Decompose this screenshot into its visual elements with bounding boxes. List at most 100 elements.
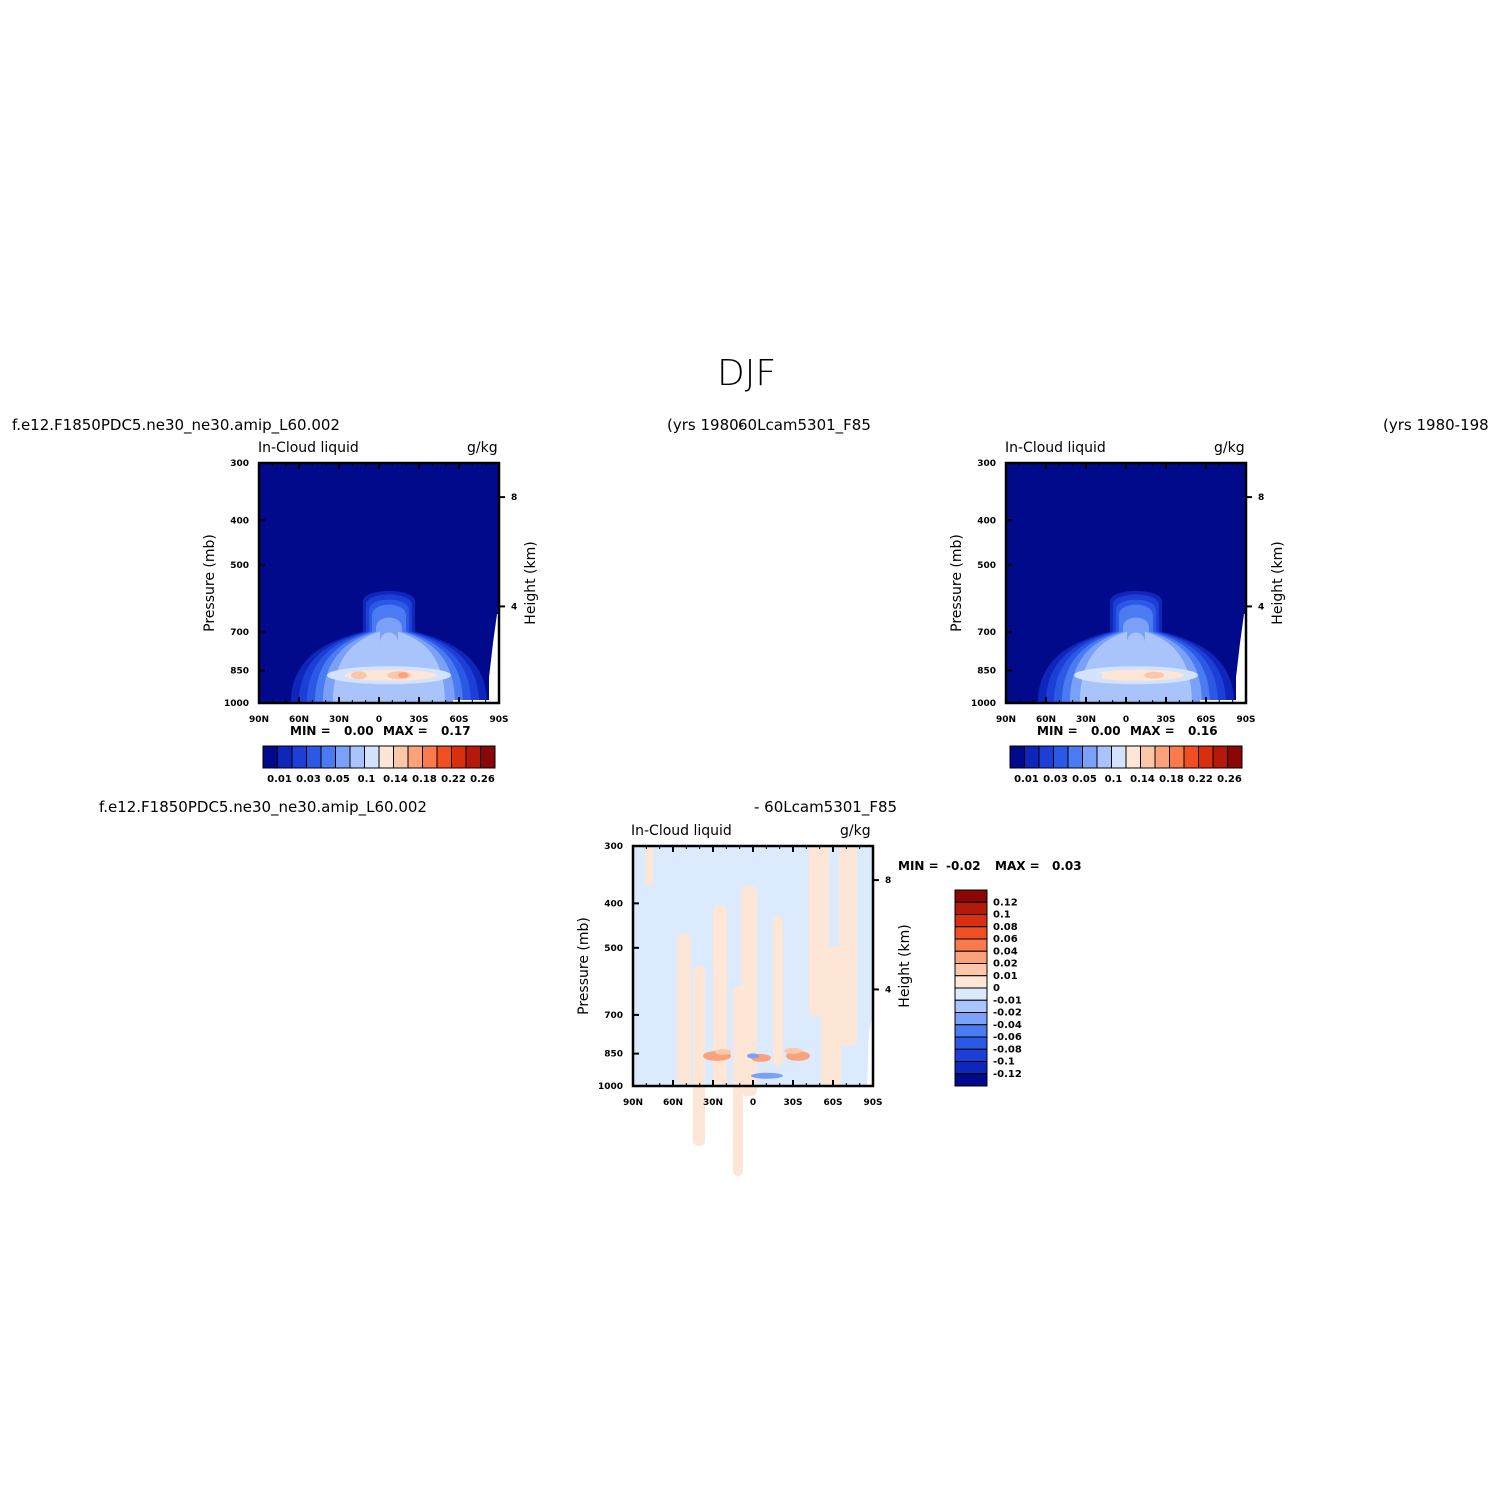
colorbar-label: 0.02 [993, 959, 1018, 970]
y-tick-label: 850 [977, 667, 996, 677]
colorbar-box [954, 1048, 988, 1062]
colorbar-box [1125, 745, 1141, 769]
x-tick-label: 60S [1196, 715, 1215, 725]
colorbar-label: 0.14 [383, 774, 408, 785]
panel3-contour-plot: 90N 60N 30N 0 30S 60S 90S 300 400 500 700 850 1000 8 4 [598, 842, 891, 1176]
colorbar-box [954, 975, 988, 989]
y2-tick-label: 8 [511, 493, 517, 503]
contour-max [398, 672, 408, 679]
colorbar-box [1024, 745, 1040, 769]
y-tick-label: 700 [230, 628, 249, 638]
y2-tick-label: 4 [885, 985, 891, 995]
y-tick-label: 500 [977, 561, 996, 571]
panel1-min-label: MIN = [290, 724, 331, 738]
colorbar-box [954, 1024, 988, 1038]
panel2-max-label: MAX = [1130, 724, 1175, 738]
panel1-years-label: (yrs 1980- [667, 416, 745, 434]
colorbar-label: 0.01 [993, 971, 1018, 982]
missing-data-region [489, 614, 499, 703]
panel2-y2-axis-title: Height (km) [1270, 541, 1286, 625]
contour-dip-west [1089, 671, 1103, 679]
positive-anomaly-10 [733, 986, 743, 1176]
colorbar-box [277, 745, 293, 769]
colorbar-label: 0.08 [993, 922, 1018, 933]
panel3-y-axis-title: Pressure (mb) [576, 917, 592, 1015]
colorbar-box [1227, 745, 1243, 769]
panel3-colorbar: 0.120.10.080.060.040.020.010-0.01-0.02-0… [954, 889, 1022, 1087]
colorbar-box [954, 1061, 988, 1075]
colorbar-label: 0.03 [1043, 774, 1068, 785]
colorbar-label: 0.12 [993, 897, 1018, 908]
contour-peak-west [351, 671, 367, 680]
colorbar-box [954, 1012, 988, 1026]
colorbar-label: -0.04 [993, 1020, 1022, 1031]
y-tick-label: 1000 [598, 1082, 623, 1092]
colorbar-box [422, 745, 438, 769]
y2-tick-label: 8 [1258, 493, 1264, 503]
panel1-max-value: 0.17 [441, 724, 471, 738]
colorbar-box [378, 745, 394, 769]
colorbar-label: 0.22 [1188, 774, 1213, 785]
panel3-max-value: 0.03 [1052, 859, 1082, 873]
colorbar-box [1096, 745, 1112, 769]
y2-tick-label: 4 [1258, 602, 1264, 612]
y-tick-label: 500 [604, 944, 623, 954]
colorbar-box [291, 745, 307, 769]
colorbar-box [954, 963, 988, 977]
x-tick-label: 90S [489, 715, 508, 725]
positive-anomaly-8 [821, 946, 841, 1086]
positive-anomaly-4 [741, 886, 757, 1096]
page-title: DJF [717, 353, 777, 394]
x-tick-label: 90N [623, 1098, 643, 1108]
colorbar-box [1067, 745, 1083, 769]
colorbar-box [954, 950, 988, 964]
y-tick-label: 300 [604, 842, 623, 852]
x-tick-label: 90N [249, 715, 269, 725]
panel1-y-axis-title: Pressure (mb) [202, 534, 218, 632]
x-tick-label: 30N [329, 715, 349, 725]
contour-peak-east [1144, 671, 1164, 679]
x-tick-label: 30N [1076, 715, 1096, 725]
positive-anomaly-9 [693, 966, 705, 1146]
colorbar-box [480, 745, 496, 769]
x-tick-label: 90S [863, 1098, 882, 1108]
colorbar-box [364, 745, 380, 769]
panel3-y2-axis-title: Height (km) [897, 924, 913, 1008]
colorbar-label: -0.02 [993, 1008, 1022, 1019]
panel1-colorbar: 0.01 0.03 0.05 0.1 0.14 0.18 0.22 0.26 [262, 745, 496, 785]
colorbar-box [1198, 745, 1214, 769]
x-tick-label: 30S [1156, 715, 1175, 725]
colorbar-box [954, 938, 988, 952]
panel3-units: g/kg [840, 823, 871, 839]
negative-anomaly [751, 1072, 783, 1079]
colorbar-label: 0.05 [1072, 774, 1097, 785]
missing-data-strip [453, 700, 499, 703]
colorbar-box [349, 745, 365, 769]
colorbar-box [393, 745, 409, 769]
x-tick-label: 90N [996, 715, 1016, 725]
colorbar-label: 0.1 [358, 774, 376, 785]
colorbar-box [451, 745, 467, 769]
y-tick-label: 300 [230, 459, 249, 469]
colorbar-label: -0.12 [993, 1069, 1022, 1080]
y-tick-label: 850 [230, 667, 249, 677]
positive-anomaly-3 [713, 906, 727, 1086]
y-tick-label: 400 [604, 899, 623, 909]
colorbar-box [1038, 745, 1054, 769]
panel1-case-label: f.e12.F1850PDC5.ne30_ne30.amip_L60.002 [12, 416, 340, 434]
y-tick-label: 700 [604, 1011, 623, 1021]
y2-tick-label: 4 [511, 602, 517, 612]
colorbar-label: 0.03 [296, 774, 321, 785]
colorbar-box [954, 1073, 988, 1087]
colorbar-box [436, 745, 452, 769]
x-tick-label: 60S [449, 715, 468, 725]
x-tick-label: 0 [376, 715, 382, 725]
colorbar-label: 0.14 [1130, 774, 1155, 785]
colorbar-label: -0.01 [993, 995, 1022, 1006]
colorbar-box [306, 745, 322, 769]
panel2-min-label: MIN = [1037, 724, 1078, 738]
colorbar-box [954, 901, 988, 915]
colorbar-box [407, 745, 423, 769]
colorbar-box [1212, 745, 1228, 769]
colorbar-box [1140, 745, 1156, 769]
